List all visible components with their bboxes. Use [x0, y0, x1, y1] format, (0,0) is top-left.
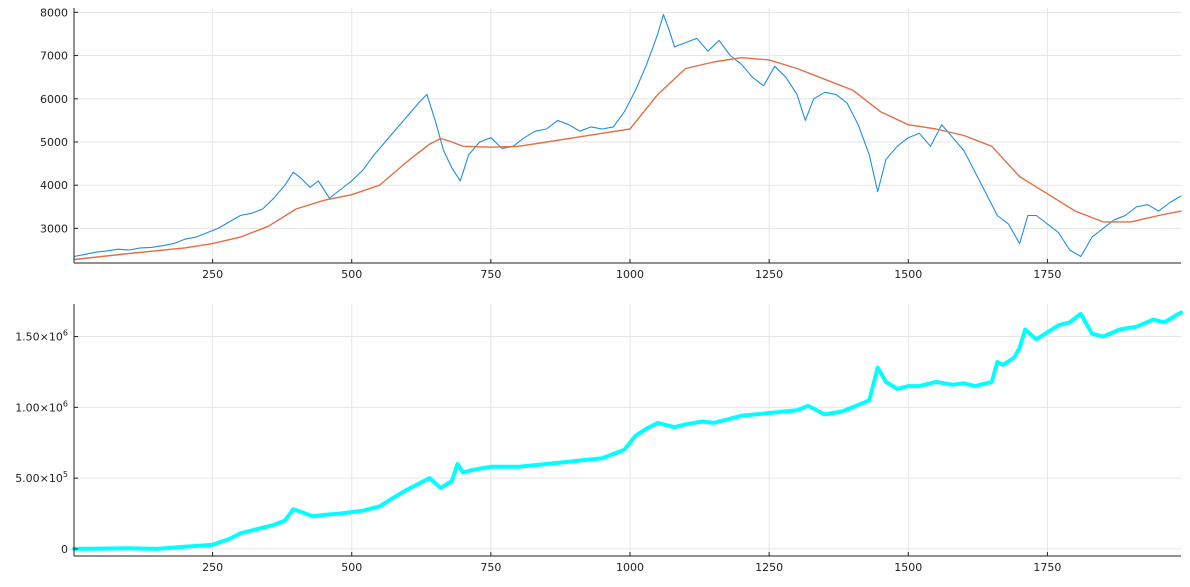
x-tick-label: 1000	[616, 268, 644, 281]
y-tick-label: 0	[61, 543, 68, 556]
x-tick-label: 1500	[894, 268, 922, 281]
plot-panel-2: 250 500 750 1000 1250 1500 1750 0 5.00×105 1.00×1…	[15, 304, 1183, 574]
series-line-2	[73, 57, 1182, 261]
x-tick-label: 1750	[1033, 268, 1061, 281]
y-tick-label: 1.50×106	[15, 329, 68, 344]
y-tick-label: 3000	[40, 222, 68, 235]
x-tick-label: 1000	[616, 561, 644, 574]
x-tick-label: 750	[480, 268, 501, 281]
x-tick-label: 500	[341, 268, 362, 281]
y-tick-label: 5000	[40, 136, 68, 149]
series-line-1	[73, 13, 1182, 258]
x-tick-label: 750	[480, 561, 501, 574]
x-tick-label: 1500	[894, 561, 922, 574]
x-tick-label: 1250	[755, 561, 783, 574]
x-tick-label: 250	[202, 268, 223, 281]
y-tick-label: 7000	[40, 50, 68, 63]
y-tick-exponent: 6	[63, 329, 68, 338]
y-tick-exponent: 5	[63, 470, 68, 479]
x-tick-label: 250	[202, 561, 223, 574]
x-tick-label: 500	[341, 561, 362, 574]
x-tick-label: 1250	[755, 268, 783, 281]
y-tick-label: 1.00×106	[15, 399, 68, 414]
y-tick-label: 6000	[40, 93, 68, 106]
y-tick-label: 8000	[40, 6, 68, 19]
y-tick-exponent: 6	[63, 399, 68, 408]
y-tick-label: 5.00×105	[15, 470, 68, 485]
y-tick-label: 4000	[40, 179, 68, 192]
series-line-1	[72, 310, 1183, 551]
plot-panel-1: 250 500 750 1000 1250 1500 1750 3000 4000 5000 600…	[40, 6, 1182, 281]
x-tick-label: 1750	[1033, 561, 1061, 574]
